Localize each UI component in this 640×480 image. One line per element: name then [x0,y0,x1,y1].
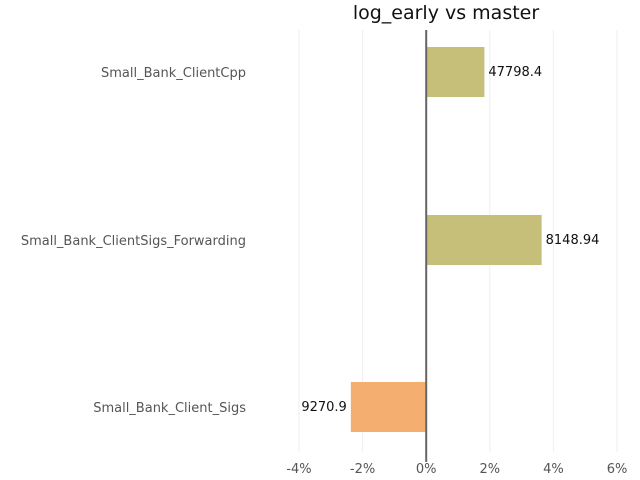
value-label: 47798.4 [488,65,542,80]
value-label: 8148.94 [546,233,600,248]
category-label: Small_Bank_ClientSigs_Forwarding [21,234,246,249]
x-tick-label: 4% [543,462,564,477]
bars [350,47,542,432]
x-tick-label: 2% [479,462,500,477]
bar [426,215,542,265]
category-label: Small_Bank_ClientCpp [101,66,246,81]
x-tick-label: -2% [350,462,375,477]
bar [426,47,485,97]
x-tick-label: -4% [286,462,311,477]
x-tick-label: 6% [607,462,628,477]
labels: -4% -2% 0% 2% 4% 6% 47798.4 Small_Bank_ClientCp… [21,65,627,477]
bar [350,382,427,432]
x-tick-label: 0% [416,462,437,477]
chart-title: log_early vs master [353,2,540,24]
value-label: 9270.9 [301,400,347,415]
category-label: Small_Bank_Client_Sigs [93,401,246,416]
